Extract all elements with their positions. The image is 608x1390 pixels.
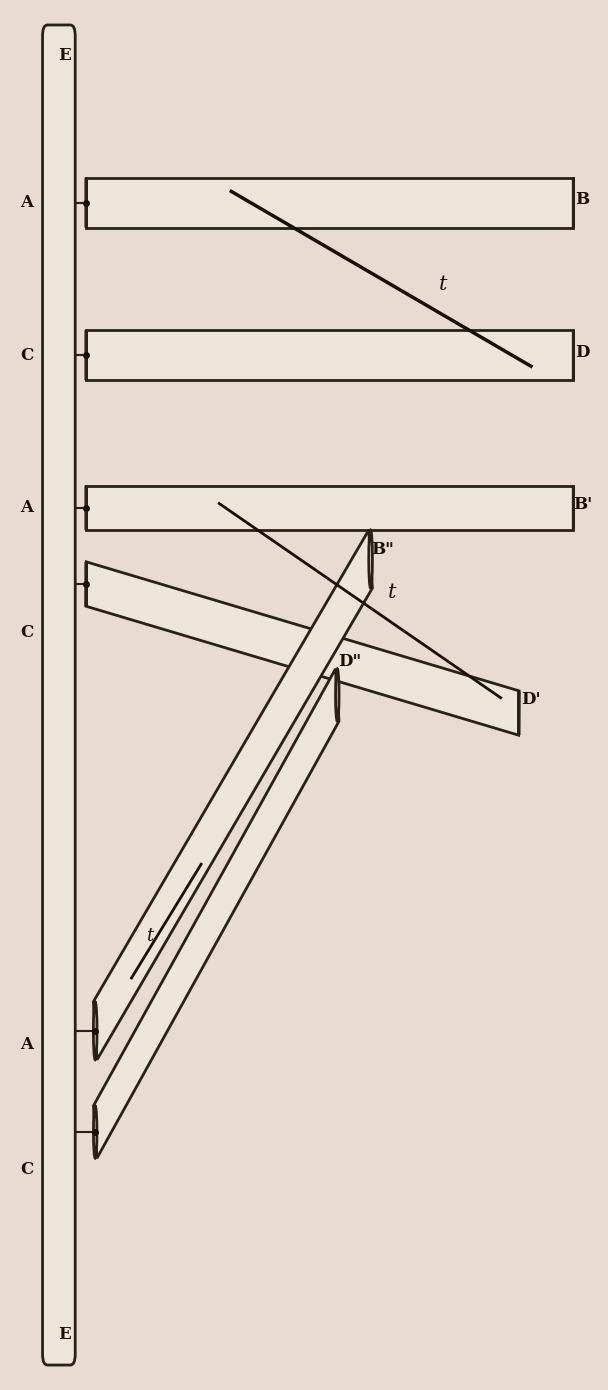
Text: A: A bbox=[20, 1036, 33, 1054]
Text: B: B bbox=[575, 192, 590, 208]
Text: C: C bbox=[20, 624, 33, 641]
Text: t: t bbox=[387, 582, 396, 602]
Text: D': D' bbox=[521, 691, 541, 708]
Text: C: C bbox=[20, 346, 33, 364]
Text: B': B' bbox=[573, 496, 592, 513]
Ellipse shape bbox=[336, 669, 339, 721]
Ellipse shape bbox=[94, 1105, 97, 1158]
Polygon shape bbox=[86, 331, 573, 379]
Text: t: t bbox=[146, 927, 153, 945]
Polygon shape bbox=[86, 178, 573, 228]
Polygon shape bbox=[94, 530, 372, 1059]
Text: D: D bbox=[575, 343, 590, 361]
Text: D": D" bbox=[338, 653, 361, 670]
FancyBboxPatch shape bbox=[43, 25, 75, 1365]
Text: t: t bbox=[439, 275, 447, 293]
Polygon shape bbox=[86, 562, 519, 735]
Text: A: A bbox=[20, 195, 33, 211]
Text: E: E bbox=[58, 1326, 71, 1343]
Ellipse shape bbox=[94, 1002, 97, 1059]
Polygon shape bbox=[94, 669, 339, 1158]
Text: C: C bbox=[20, 1161, 33, 1177]
Text: E: E bbox=[58, 47, 71, 64]
Ellipse shape bbox=[369, 530, 372, 588]
Text: A: A bbox=[20, 499, 33, 516]
Polygon shape bbox=[86, 485, 573, 530]
Text: B": B" bbox=[371, 541, 394, 557]
